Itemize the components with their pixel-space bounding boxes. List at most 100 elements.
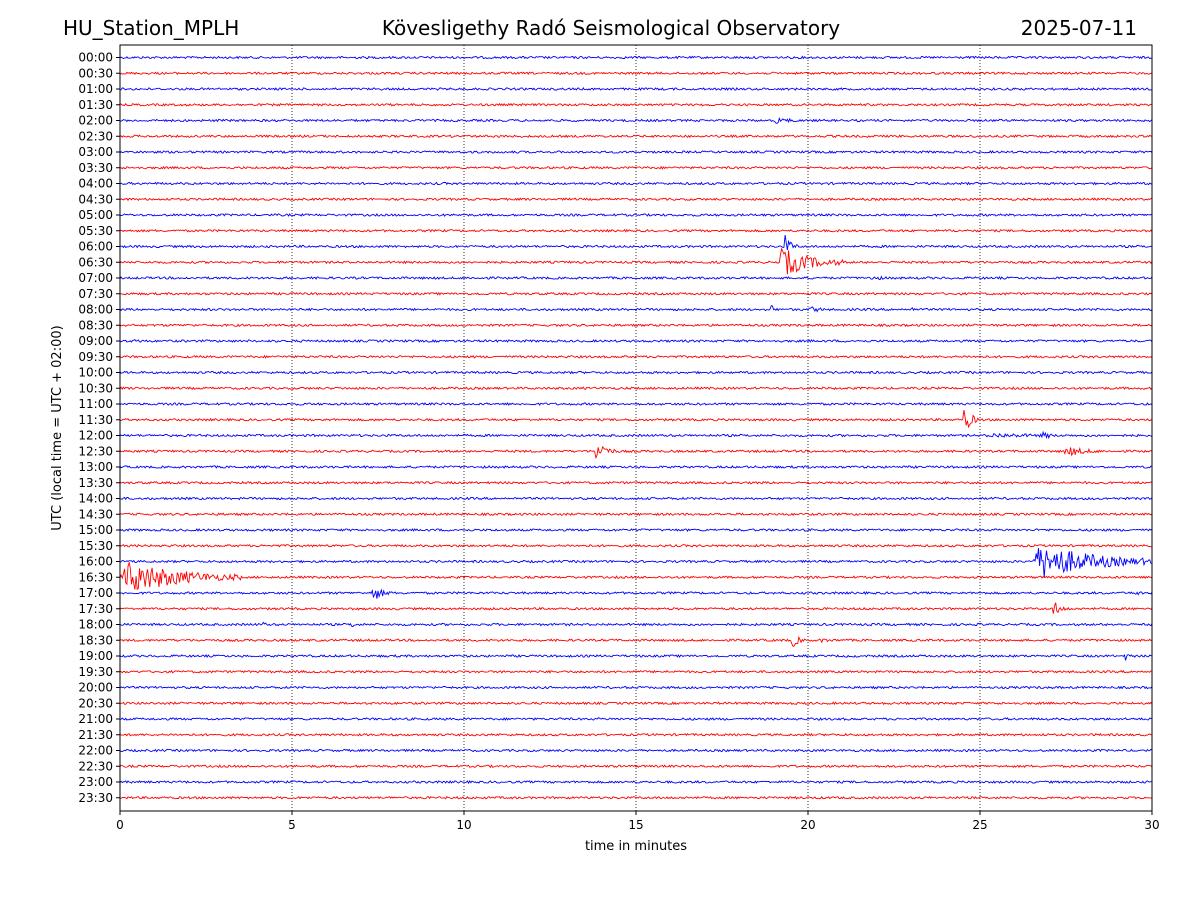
trace-0330 xyxy=(119,165,1153,170)
trace-0400 xyxy=(119,181,1153,186)
y-tick-label: 03:00 xyxy=(78,145,113,159)
trace-1500 xyxy=(119,528,1153,532)
x-tick-label: 0 xyxy=(116,818,124,832)
trace-0700 xyxy=(119,275,1153,281)
trace-1430 xyxy=(119,512,1153,517)
trace-1900 xyxy=(119,653,1153,661)
trace-1830 xyxy=(119,635,1153,647)
y-tick-label: 11:30 xyxy=(78,413,113,427)
y-tick-label: 22:00 xyxy=(78,744,113,758)
trace-0630 xyxy=(119,247,1153,275)
trace-0530 xyxy=(119,228,1153,233)
y-tick-label: 00:00 xyxy=(78,51,113,65)
trace-0130 xyxy=(119,102,1153,107)
y-tick-label: 14:30 xyxy=(78,507,113,521)
x-axis-label: time in minutes xyxy=(585,839,687,854)
trace-1230 xyxy=(119,445,1153,460)
y-tick-label: 05:30 xyxy=(78,224,113,238)
trace-0000 xyxy=(119,55,1153,60)
trace-1000 xyxy=(119,370,1153,375)
y-tick-label: 19:30 xyxy=(78,665,113,679)
trace-1800 xyxy=(119,621,1153,628)
trace-1630 xyxy=(119,562,1153,591)
y-tick-label: 15:00 xyxy=(78,523,113,537)
trace-2000 xyxy=(119,685,1153,690)
trace-1530 xyxy=(119,543,1153,548)
y-tick-label: 10:30 xyxy=(78,381,113,395)
y-tick-label: 09:30 xyxy=(78,350,113,364)
date-title: 2025-07-11 xyxy=(1021,16,1137,40)
trace-1130 xyxy=(119,409,1153,429)
y-tick-label: 11:00 xyxy=(78,397,113,411)
x-tick-label: 15 xyxy=(628,818,643,832)
y-tick-label: 09:00 xyxy=(78,334,113,348)
y-tick-label: 07:00 xyxy=(78,271,113,285)
trace-1700 xyxy=(119,588,1153,599)
trace-0030 xyxy=(119,71,1153,76)
y-tick-label: 12:00 xyxy=(78,429,113,443)
y-tick-label: 19:00 xyxy=(78,649,113,663)
y-tick-label: 17:00 xyxy=(78,586,113,600)
trace-1730 xyxy=(119,602,1153,614)
y-tick-label: 06:00 xyxy=(78,240,113,254)
y-tick-label: 07:30 xyxy=(78,287,113,301)
trace-0230 xyxy=(119,134,1153,139)
x-tick-labels: 0 5 10 15 20 25 30 xyxy=(116,811,1160,832)
trace-0830 xyxy=(119,323,1153,328)
trace-0300 xyxy=(119,150,1153,154)
trace-2100 xyxy=(119,717,1153,721)
y-tick-label: 21:00 xyxy=(78,712,113,726)
y-tick-label: 05:00 xyxy=(78,208,113,222)
trace-0930 xyxy=(119,354,1153,359)
trace-2300 xyxy=(119,780,1153,785)
seismogram-traces xyxy=(119,55,1153,800)
trace-1200 xyxy=(119,430,1153,440)
trace-0430 xyxy=(119,197,1153,202)
x-tick-label: 25 xyxy=(972,818,987,832)
y-tick-label: 08:30 xyxy=(78,318,113,332)
trace-1400 xyxy=(119,496,1153,501)
trace-2030 xyxy=(120,701,1153,706)
x-tick-label: 10 xyxy=(456,818,471,832)
y-tick-label: 01:30 xyxy=(78,98,113,112)
y-tick-label: 16:30 xyxy=(78,570,113,584)
plot-frame xyxy=(119,44,1153,812)
x-tick-label: 5 xyxy=(288,818,296,832)
trace-1300 xyxy=(119,464,1153,470)
y-tick-label: 01:00 xyxy=(78,82,113,96)
y-tick-label: 08:00 xyxy=(78,303,113,317)
y-tick-label: 21:30 xyxy=(78,728,113,742)
y-tick-label: 20:30 xyxy=(78,696,113,710)
y-tick-label: 16:00 xyxy=(78,555,113,569)
y-tick-label: 15:30 xyxy=(78,539,113,553)
y-tick-label: 02:30 xyxy=(78,129,113,143)
trace-0500 xyxy=(119,212,1153,217)
trace-1600 xyxy=(119,548,1153,578)
trace-1100 xyxy=(119,401,1153,406)
y-tick-label: 06:30 xyxy=(78,255,113,269)
trace-2200 xyxy=(119,748,1153,753)
y-tick-label: 13:00 xyxy=(78,460,113,474)
y-tick-label: 12:30 xyxy=(78,444,113,458)
trace-1930 xyxy=(119,669,1153,674)
y-tick-label: 17:30 xyxy=(78,602,113,616)
y-tick-label: 14:00 xyxy=(78,492,113,506)
y-tick-label: 22:30 xyxy=(78,759,113,773)
trace-0730 xyxy=(119,291,1153,296)
trace-0600 xyxy=(119,235,1153,251)
trace-0200 xyxy=(119,117,1153,124)
y-tick-label: 23:30 xyxy=(78,791,113,805)
observatory-title: Kövesligethy Radó Seismological Observat… xyxy=(382,16,840,40)
y-tick-label: 04:30 xyxy=(78,192,113,206)
trace-1330 xyxy=(119,480,1153,485)
trace-2230 xyxy=(119,764,1153,769)
y-tick-label: 10:00 xyxy=(78,366,113,380)
trace-2330 xyxy=(119,795,1153,800)
station-title: HU_Station_MPLH xyxy=(63,16,239,40)
y-tick-label: 18:00 xyxy=(78,618,113,632)
y-tick-label: 04:00 xyxy=(78,177,113,191)
y-tick-label: 18:30 xyxy=(78,633,113,647)
trace-0100 xyxy=(119,87,1153,92)
